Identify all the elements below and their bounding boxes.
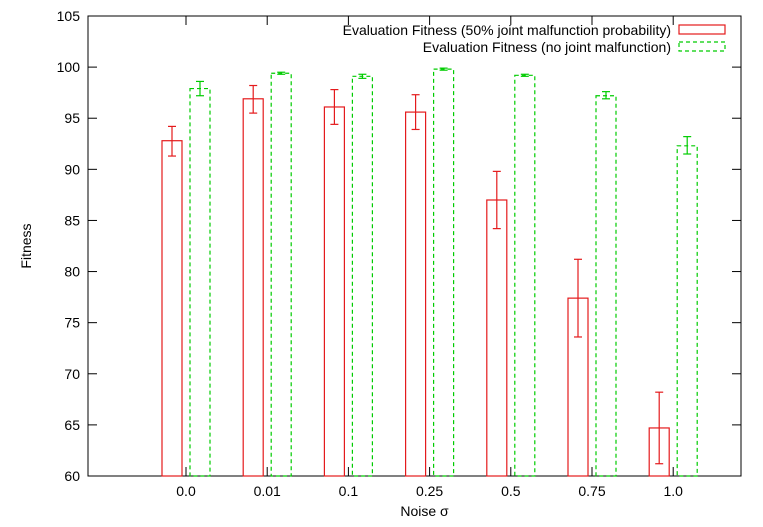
y-axis-label: Fitness — [18, 223, 34, 268]
bar-series2 — [351, 75, 373, 477]
y-tick-label: 90 — [64, 161, 80, 177]
bar-series2 — [676, 145, 698, 477]
bar-series1 — [486, 199, 508, 477]
x-tick-label: 0.5 — [501, 483, 521, 499]
legend-swatch-malfunction — [678, 24, 726, 35]
x-tick-label: 0.25 — [416, 483, 443, 499]
x-axis-label: Noise σ — [400, 503, 449, 519]
bar-series1 — [323, 106, 345, 477]
y-tick-label: 75 — [64, 315, 80, 331]
x-tick-label: 1.0 — [663, 483, 683, 499]
y-tick-label: 80 — [64, 264, 80, 280]
legend-label-no-malfunction: Evaluation Fitness (no joint malfunction… — [423, 39, 671, 55]
bar-series1 — [242, 98, 264, 477]
plot-frame — [87, 15, 742, 477]
legend-swatch-no-malfunction — [678, 41, 726, 52]
y-tick-label: 60 — [64, 468, 80, 484]
legend: Evaluation Fitness (50% joint malfunctio… — [343, 22, 726, 55]
y-tick-label: 70 — [64, 366, 80, 382]
bar-series2 — [433, 68, 455, 477]
x-tick-label: 0.1 — [339, 483, 359, 499]
plot-area: 60 65 70 75 80 85 90 95 100 105 0.0 0.01 0.1 0.25 0.5 0… — [57, 8, 742, 499]
bar-series2 — [595, 95, 617, 477]
bar-series2 — [514, 74, 536, 477]
bar-series1 — [161, 140, 183, 477]
y-tick-label: 85 — [64, 212, 80, 228]
y-tick-label: 100 — [57, 59, 81, 75]
y-tick-label: 105 — [57, 8, 81, 24]
y-tick-label: 95 — [64, 110, 80, 126]
x-tick-label: 0.01 — [254, 483, 281, 499]
bar-series2 — [270, 72, 292, 477]
bar-series1 — [405, 111, 427, 477]
legend-label-malfunction: Evaluation Fitness (50% joint malfunctio… — [343, 22, 671, 38]
y-tick-label: 65 — [64, 417, 80, 433]
x-tick-label: 0.0 — [176, 483, 196, 499]
x-tick-label: 0.75 — [578, 483, 605, 499]
bar-series2 — [189, 87, 211, 477]
